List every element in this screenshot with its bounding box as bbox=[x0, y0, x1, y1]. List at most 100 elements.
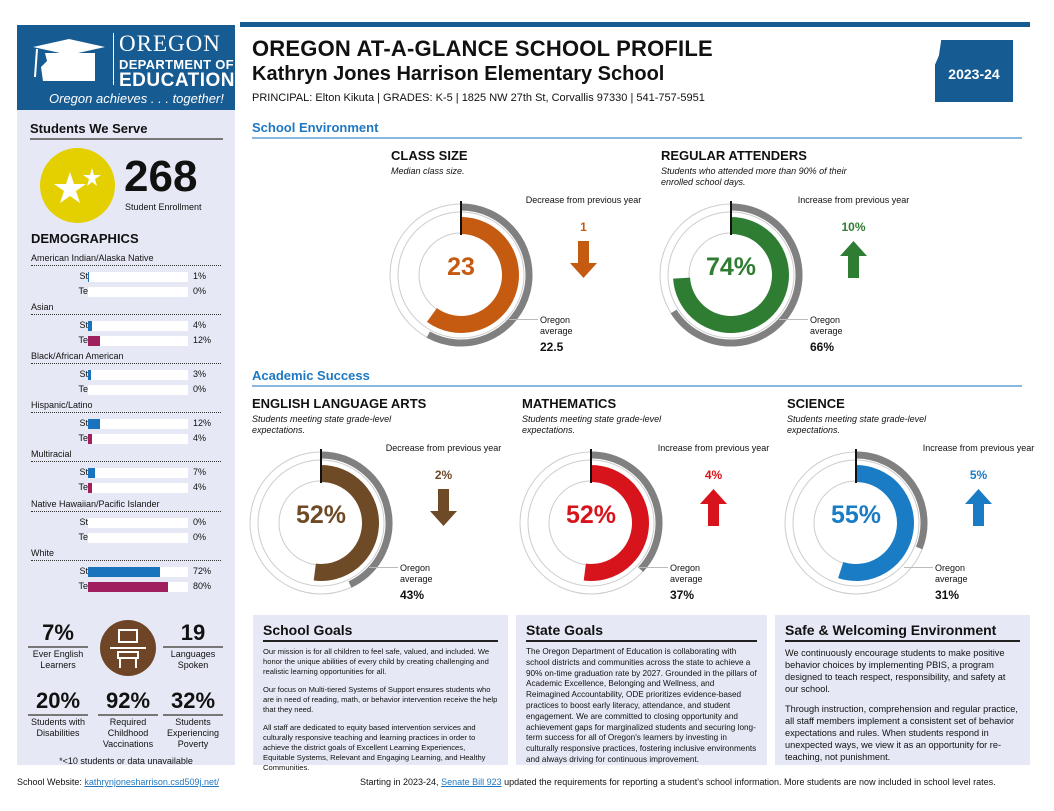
oregon-average-label: Oregon average bbox=[540, 315, 573, 336]
bar-track bbox=[88, 483, 188, 493]
gauge-chart bbox=[784, 449, 928, 595]
logo-divider bbox=[113, 33, 114, 85]
row-percent: 0% bbox=[193, 517, 207, 527]
change-label: Decrease from previous year bbox=[525, 195, 642, 205]
stat-value: 32% bbox=[163, 688, 223, 716]
bar-fill-students bbox=[88, 468, 95, 478]
website-label: School Website: bbox=[17, 777, 82, 787]
demographic-row-students: Students1% bbox=[31, 271, 231, 283]
school-value-arc bbox=[426, 217, 519, 333]
row-percent: 12% bbox=[193, 335, 212, 345]
demographic-row-students: Students3% bbox=[31, 369, 231, 381]
metric-value: 52% bbox=[295, 501, 347, 529]
arrow-up-icon bbox=[965, 489, 992, 526]
metric-subtitle: Median class size. bbox=[391, 166, 465, 176]
demographic-row-teachers: Teachers12% bbox=[31, 335, 231, 347]
arrow-up-icon bbox=[700, 489, 727, 526]
oregon-average-label: Oregon average bbox=[810, 315, 843, 336]
stat-label: Languages Spoken bbox=[170, 649, 216, 670]
row-percent: 12% bbox=[193, 418, 212, 428]
metric-gauge: 23 Decrease from previous year 1 Oregon ave… bbox=[381, 195, 641, 365]
row-percent: 0% bbox=[193, 384, 207, 394]
logo-tagline: Oregon achieves . . . together! bbox=[49, 91, 224, 106]
panel-text: Through instruction, comprehension and r… bbox=[785, 704, 1018, 762]
stat-value: 19 bbox=[163, 620, 223, 648]
demographic-row-teachers: Teachers80% bbox=[31, 581, 231, 593]
gauge-chart bbox=[249, 449, 393, 595]
bar-fill-teachers bbox=[88, 336, 100, 346]
metric-value: 55% bbox=[830, 501, 882, 529]
oregon-average-arc bbox=[670, 203, 803, 347]
panel-title: State Goals bbox=[526, 622, 757, 642]
metric-title: ENGLISH LANGUAGE ARTS bbox=[252, 396, 427, 411]
school-value-arc bbox=[313, 465, 379, 581]
oregon-average-arc bbox=[320, 451, 393, 588]
section-academic-success: Academic Success bbox=[252, 368, 370, 383]
demographics-heading: DEMOGRAPHICS bbox=[31, 231, 139, 246]
enrollment-label: Student Enrollment bbox=[125, 202, 202, 212]
bar-fill-students bbox=[88, 370, 91, 380]
demographic-row-teachers: Teachers4% bbox=[31, 433, 231, 445]
stat-label: Students Experiencing Poverty bbox=[166, 717, 220, 749]
metric-gauge: 52% Decrease from previous year 2% Oregon a… bbox=[241, 443, 501, 613]
change-value: 4% bbox=[704, 468, 723, 482]
bar-track bbox=[88, 533, 188, 543]
demographic-row-teachers: Teachers0% bbox=[31, 384, 231, 396]
panel-text: The Oregon Department of Education is co… bbox=[526, 647, 757, 764]
bar-fill-teachers bbox=[88, 434, 92, 444]
demographic-row-students: Students0% bbox=[31, 517, 231, 529]
state-goals-panel: State Goals The Oregon Department of Edu… bbox=[516, 615, 767, 765]
metric-title: SCIENCE bbox=[787, 396, 845, 411]
stat-item: 19 Languages Spoken bbox=[163, 620, 223, 671]
demographic-row-students: Students12% bbox=[31, 418, 231, 430]
bar-track bbox=[88, 336, 188, 346]
change-label: Increase from previous year bbox=[922, 443, 1035, 453]
metric-value: 74% bbox=[705, 253, 757, 281]
stat-item: 92% Required Childhood Vaccinations bbox=[98, 688, 158, 750]
avg-leader-line bbox=[779, 319, 808, 320]
school-value-arc bbox=[583, 465, 649, 581]
school-value-arc bbox=[673, 217, 789, 333]
bar-fill-students bbox=[88, 567, 160, 577]
year-badge-oregon-icon: 2023-24 bbox=[935, 40, 1013, 102]
senate-bill-link[interactable]: Senate Bill 923 bbox=[441, 777, 502, 787]
stat-item: 32% Students Experiencing Poverty bbox=[163, 688, 223, 750]
panel-text: All staff are dedicated to equity based … bbox=[263, 723, 486, 772]
divider bbox=[252, 137, 1022, 139]
row-percent: 7% bbox=[193, 467, 207, 477]
divider bbox=[252, 385, 1022, 387]
change-value: 10% bbox=[841, 220, 866, 234]
oregon-average-value: 43% bbox=[400, 588, 425, 602]
stat-label: Ever English Learners bbox=[32, 649, 84, 670]
students-we-serve-heading: Students We Serve bbox=[30, 121, 148, 136]
demographic-row-students: Students72% bbox=[31, 566, 231, 578]
metric-title: CLASS SIZE bbox=[391, 148, 468, 163]
row-percent: 3% bbox=[193, 369, 207, 379]
bar-fill-teachers bbox=[88, 483, 92, 493]
change-label: Increase from previous year bbox=[797, 195, 910, 205]
bar-track bbox=[88, 287, 188, 297]
demographic-group-label: Black/African American bbox=[31, 351, 221, 364]
demographic-row-teachers: Teachers0% bbox=[31, 286, 231, 298]
demographic-group-label: Multiracial bbox=[31, 449, 221, 462]
metric-gauge: 55% Increase from previous year 5% Oregon a… bbox=[776, 443, 1036, 613]
row-percent: 1% bbox=[193, 271, 207, 281]
gauge-chart bbox=[389, 201, 533, 347]
oregon-average-value: 31% bbox=[935, 588, 960, 602]
website-link[interactable]: kathrynjonesharrison.csd509j.net/ bbox=[84, 777, 219, 787]
bar-fill-teachers bbox=[88, 582, 168, 592]
enrollment-count: 268 bbox=[124, 152, 198, 201]
ode-logo[interactable]: OREGON DEPARTMENT OF EDUCATION Oregon ac… bbox=[17, 25, 235, 110]
demographic-group-label: White bbox=[31, 548, 221, 561]
oregon-average-arc bbox=[855, 451, 928, 550]
bar-track bbox=[88, 567, 188, 577]
school-name: Kathryn Jones Harrison Elementary School bbox=[252, 63, 665, 85]
footnote: *<10 students or data unavailable bbox=[59, 756, 193, 766]
row-percent: 4% bbox=[193, 482, 207, 492]
graduation-cap-oregon-icon bbox=[33, 39, 105, 81]
metric-title: MATHEMATICS bbox=[522, 396, 617, 411]
stat-label: Students with Disabilities bbox=[30, 717, 86, 738]
metric-gauge: 74% Increase from previous year 10% Oregon … bbox=[651, 195, 911, 365]
change-label: Increase from previous year bbox=[657, 443, 770, 453]
avg-leader-line bbox=[639, 567, 668, 568]
